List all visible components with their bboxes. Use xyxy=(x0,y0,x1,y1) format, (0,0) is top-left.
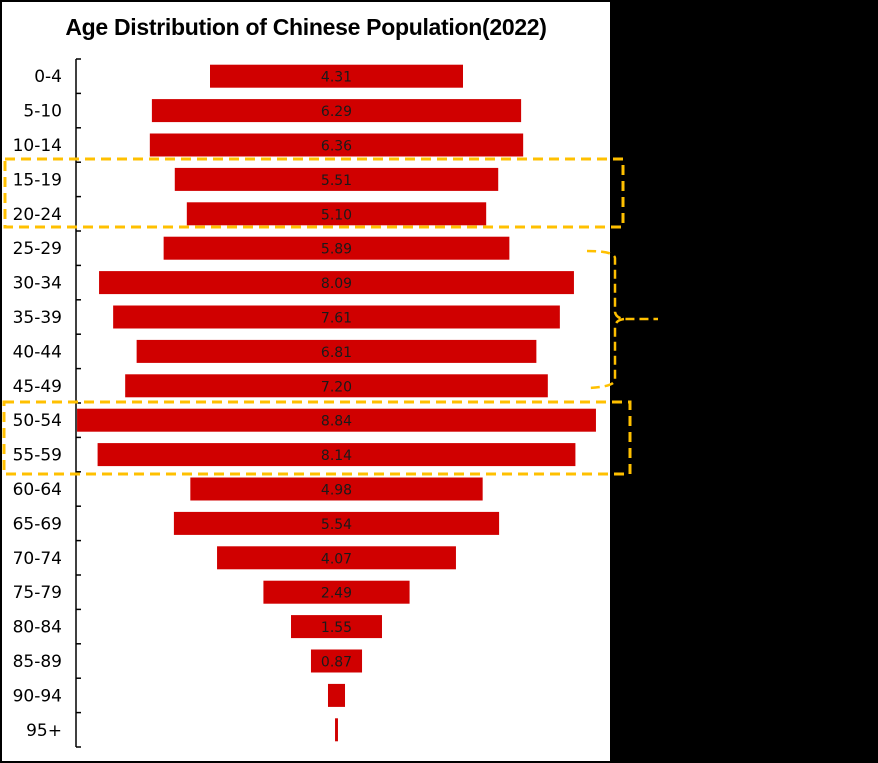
highlight-box-preretire xyxy=(2,400,632,476)
bar xyxy=(174,167,499,191)
category-label: 65-69 xyxy=(13,514,62,534)
category-axis: 0-4 5-10 10-14 15-19 20-24 25-29 30-34 35-39 40-… xyxy=(13,58,81,748)
bar xyxy=(217,546,456,570)
bars: 4.31 6.29 6.36 5.51 5.10 5.89 8.09 7.61 6.81 7.20… xyxy=(77,64,596,742)
bar xyxy=(310,649,363,673)
annotations xyxy=(2,157,658,476)
category-label: 5-10 xyxy=(23,102,62,122)
bar xyxy=(77,408,596,432)
category-label: 0-4 xyxy=(34,67,62,87)
data-label: 5.54 xyxy=(321,517,352,533)
bar xyxy=(291,615,382,639)
bar xyxy=(173,511,500,535)
bar xyxy=(210,64,463,88)
category-label: 70-74 xyxy=(13,549,62,569)
category-label: 50-54 xyxy=(13,411,62,431)
category-label: 60-64 xyxy=(13,480,62,500)
bar xyxy=(190,477,483,501)
category-label: 35-39 xyxy=(13,308,62,328)
category-label: 90-94 xyxy=(13,686,62,706)
data-label: 6.81 xyxy=(321,345,352,361)
data-label: 7.61 xyxy=(321,311,352,327)
bar xyxy=(125,374,548,398)
bar xyxy=(263,580,410,604)
data-label: 1.55 xyxy=(321,620,352,636)
category-label: 55-59 xyxy=(13,446,62,466)
data-label: 4.07 xyxy=(321,551,352,567)
category-label: 80-84 xyxy=(13,618,62,638)
category-label: 85-89 xyxy=(13,652,62,672)
data-label: 5.51 xyxy=(321,173,352,189)
chart-title: Age Distribution of Chinese Population(2… xyxy=(65,14,547,40)
category-label: 25-29 xyxy=(13,239,62,259)
bar xyxy=(327,683,346,707)
data-label: 6.29 xyxy=(321,104,352,120)
data-label: 5.10 xyxy=(321,207,352,223)
bar xyxy=(97,443,576,467)
category-label: 10-14 xyxy=(13,136,62,156)
data-label: 8.84 xyxy=(321,414,352,430)
category-label: 75-79 xyxy=(13,583,62,603)
bar xyxy=(113,305,560,329)
bar xyxy=(186,202,487,226)
data-label: 8.14 xyxy=(321,448,352,464)
data-label: 4.98 xyxy=(321,483,352,499)
category-label: 95+ xyxy=(26,721,62,741)
data-label: 8.09 xyxy=(321,276,352,292)
brace-working-age xyxy=(586,249,658,390)
category-label: 45-49 xyxy=(13,377,62,397)
bar xyxy=(151,99,522,123)
data-label: 2.49 xyxy=(321,586,352,602)
data-label: 5.89 xyxy=(321,242,352,258)
bar xyxy=(163,236,510,260)
bar xyxy=(149,133,524,157)
category-label: 40-44 xyxy=(13,342,62,362)
bar xyxy=(136,339,537,363)
highlight-box-youth xyxy=(3,157,625,229)
data-label: 4.31 xyxy=(321,70,352,86)
data-label: 0.87 xyxy=(321,655,352,671)
data-label: 7.20 xyxy=(321,379,352,395)
category-label: 20-24 xyxy=(13,205,62,225)
data-label: 6.36 xyxy=(321,139,352,155)
bar xyxy=(335,718,338,742)
bar xyxy=(99,271,574,295)
category-label: 30-34 xyxy=(13,274,62,294)
category-label: 15-19 xyxy=(13,170,62,190)
